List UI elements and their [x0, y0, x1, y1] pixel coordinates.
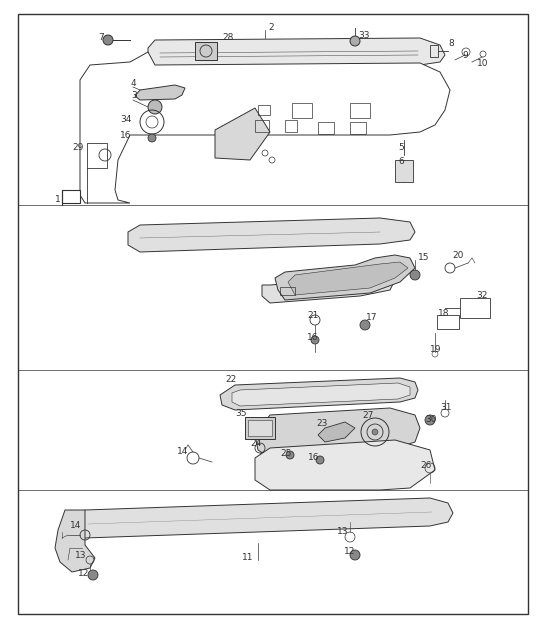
Text: 32: 32 [476, 291, 487, 301]
Circle shape [148, 134, 156, 142]
Bar [318, 122, 334, 134]
Polygon shape [135, 85, 185, 100]
Text: 26: 26 [420, 460, 432, 470]
Bar [248, 420, 272, 436]
Text: 24: 24 [250, 438, 261, 448]
Bar [292, 103, 312, 118]
Text: 19: 19 [430, 345, 441, 354]
Text: 14: 14 [70, 521, 81, 529]
Circle shape [103, 35, 113, 45]
Text: 31: 31 [440, 403, 451, 411]
Bar [245, 417, 275, 439]
Circle shape [311, 336, 319, 344]
Circle shape [360, 320, 370, 330]
Text: 15: 15 [418, 254, 429, 263]
Text: 4: 4 [131, 78, 137, 87]
Text: 7: 7 [98, 33, 104, 43]
Bar [395, 160, 413, 182]
Text: 16: 16 [120, 131, 131, 141]
Text: 13: 13 [337, 528, 348, 536]
Circle shape [425, 415, 435, 425]
Circle shape [148, 100, 162, 114]
Text: 13: 13 [75, 551, 87, 561]
Text: 1: 1 [55, 195, 60, 205]
Text: 20: 20 [452, 251, 463, 259]
Polygon shape [80, 52, 450, 203]
Text: 14: 14 [177, 448, 189, 457]
Text: 30: 30 [425, 416, 437, 425]
Polygon shape [148, 38, 445, 67]
Text: 16: 16 [307, 333, 318, 342]
Text: 27: 27 [362, 411, 373, 421]
Bar [258, 105, 270, 115]
Text: 10: 10 [477, 60, 488, 68]
Bar [437, 315, 459, 329]
Text: 23: 23 [316, 418, 328, 428]
Polygon shape [70, 498, 453, 538]
Circle shape [350, 550, 360, 560]
Polygon shape [262, 272, 395, 303]
Circle shape [372, 429, 378, 435]
Polygon shape [62, 190, 80, 203]
Text: 29: 29 [72, 144, 83, 153]
Polygon shape [275, 255, 415, 300]
Text: 18: 18 [438, 308, 450, 318]
Bar [350, 103, 370, 118]
Polygon shape [215, 108, 270, 160]
Polygon shape [55, 510, 95, 572]
Polygon shape [232, 383, 410, 406]
Circle shape [350, 36, 360, 46]
Text: 34: 34 [120, 116, 131, 124]
Text: 25: 25 [280, 448, 292, 458]
Bar [285, 120, 297, 132]
Circle shape [88, 570, 98, 580]
Text: 21: 21 [307, 311, 318, 320]
Text: 5: 5 [398, 144, 404, 153]
Text: 9: 9 [462, 51, 468, 60]
Bar [460, 298, 490, 318]
Text: 2: 2 [268, 23, 274, 31]
Bar [280, 287, 295, 295]
Text: 11: 11 [242, 553, 253, 563]
Polygon shape [318, 422, 355, 442]
Bar [255, 120, 269, 132]
Bar [195, 42, 217, 60]
Polygon shape [288, 262, 408, 295]
Text: 33: 33 [358, 31, 370, 40]
Bar [430, 45, 438, 57]
Text: 12: 12 [78, 568, 89, 578]
Text: 16: 16 [308, 453, 319, 462]
Text: 28: 28 [222, 33, 233, 43]
Text: 3: 3 [131, 90, 137, 99]
Circle shape [286, 451, 294, 459]
Text: 17: 17 [366, 313, 378, 323]
Text: 22: 22 [225, 376, 236, 384]
Circle shape [410, 270, 420, 280]
Polygon shape [255, 408, 420, 458]
Text: 35: 35 [235, 409, 246, 418]
Text: 12: 12 [344, 548, 355, 556]
Polygon shape [220, 378, 418, 410]
Polygon shape [128, 218, 415, 252]
Circle shape [316, 456, 324, 464]
Bar [87, 143, 107, 168]
Bar [350, 122, 366, 134]
Text: 6: 6 [398, 158, 404, 166]
Polygon shape [255, 440, 435, 490]
Text: 8: 8 [448, 40, 454, 48]
